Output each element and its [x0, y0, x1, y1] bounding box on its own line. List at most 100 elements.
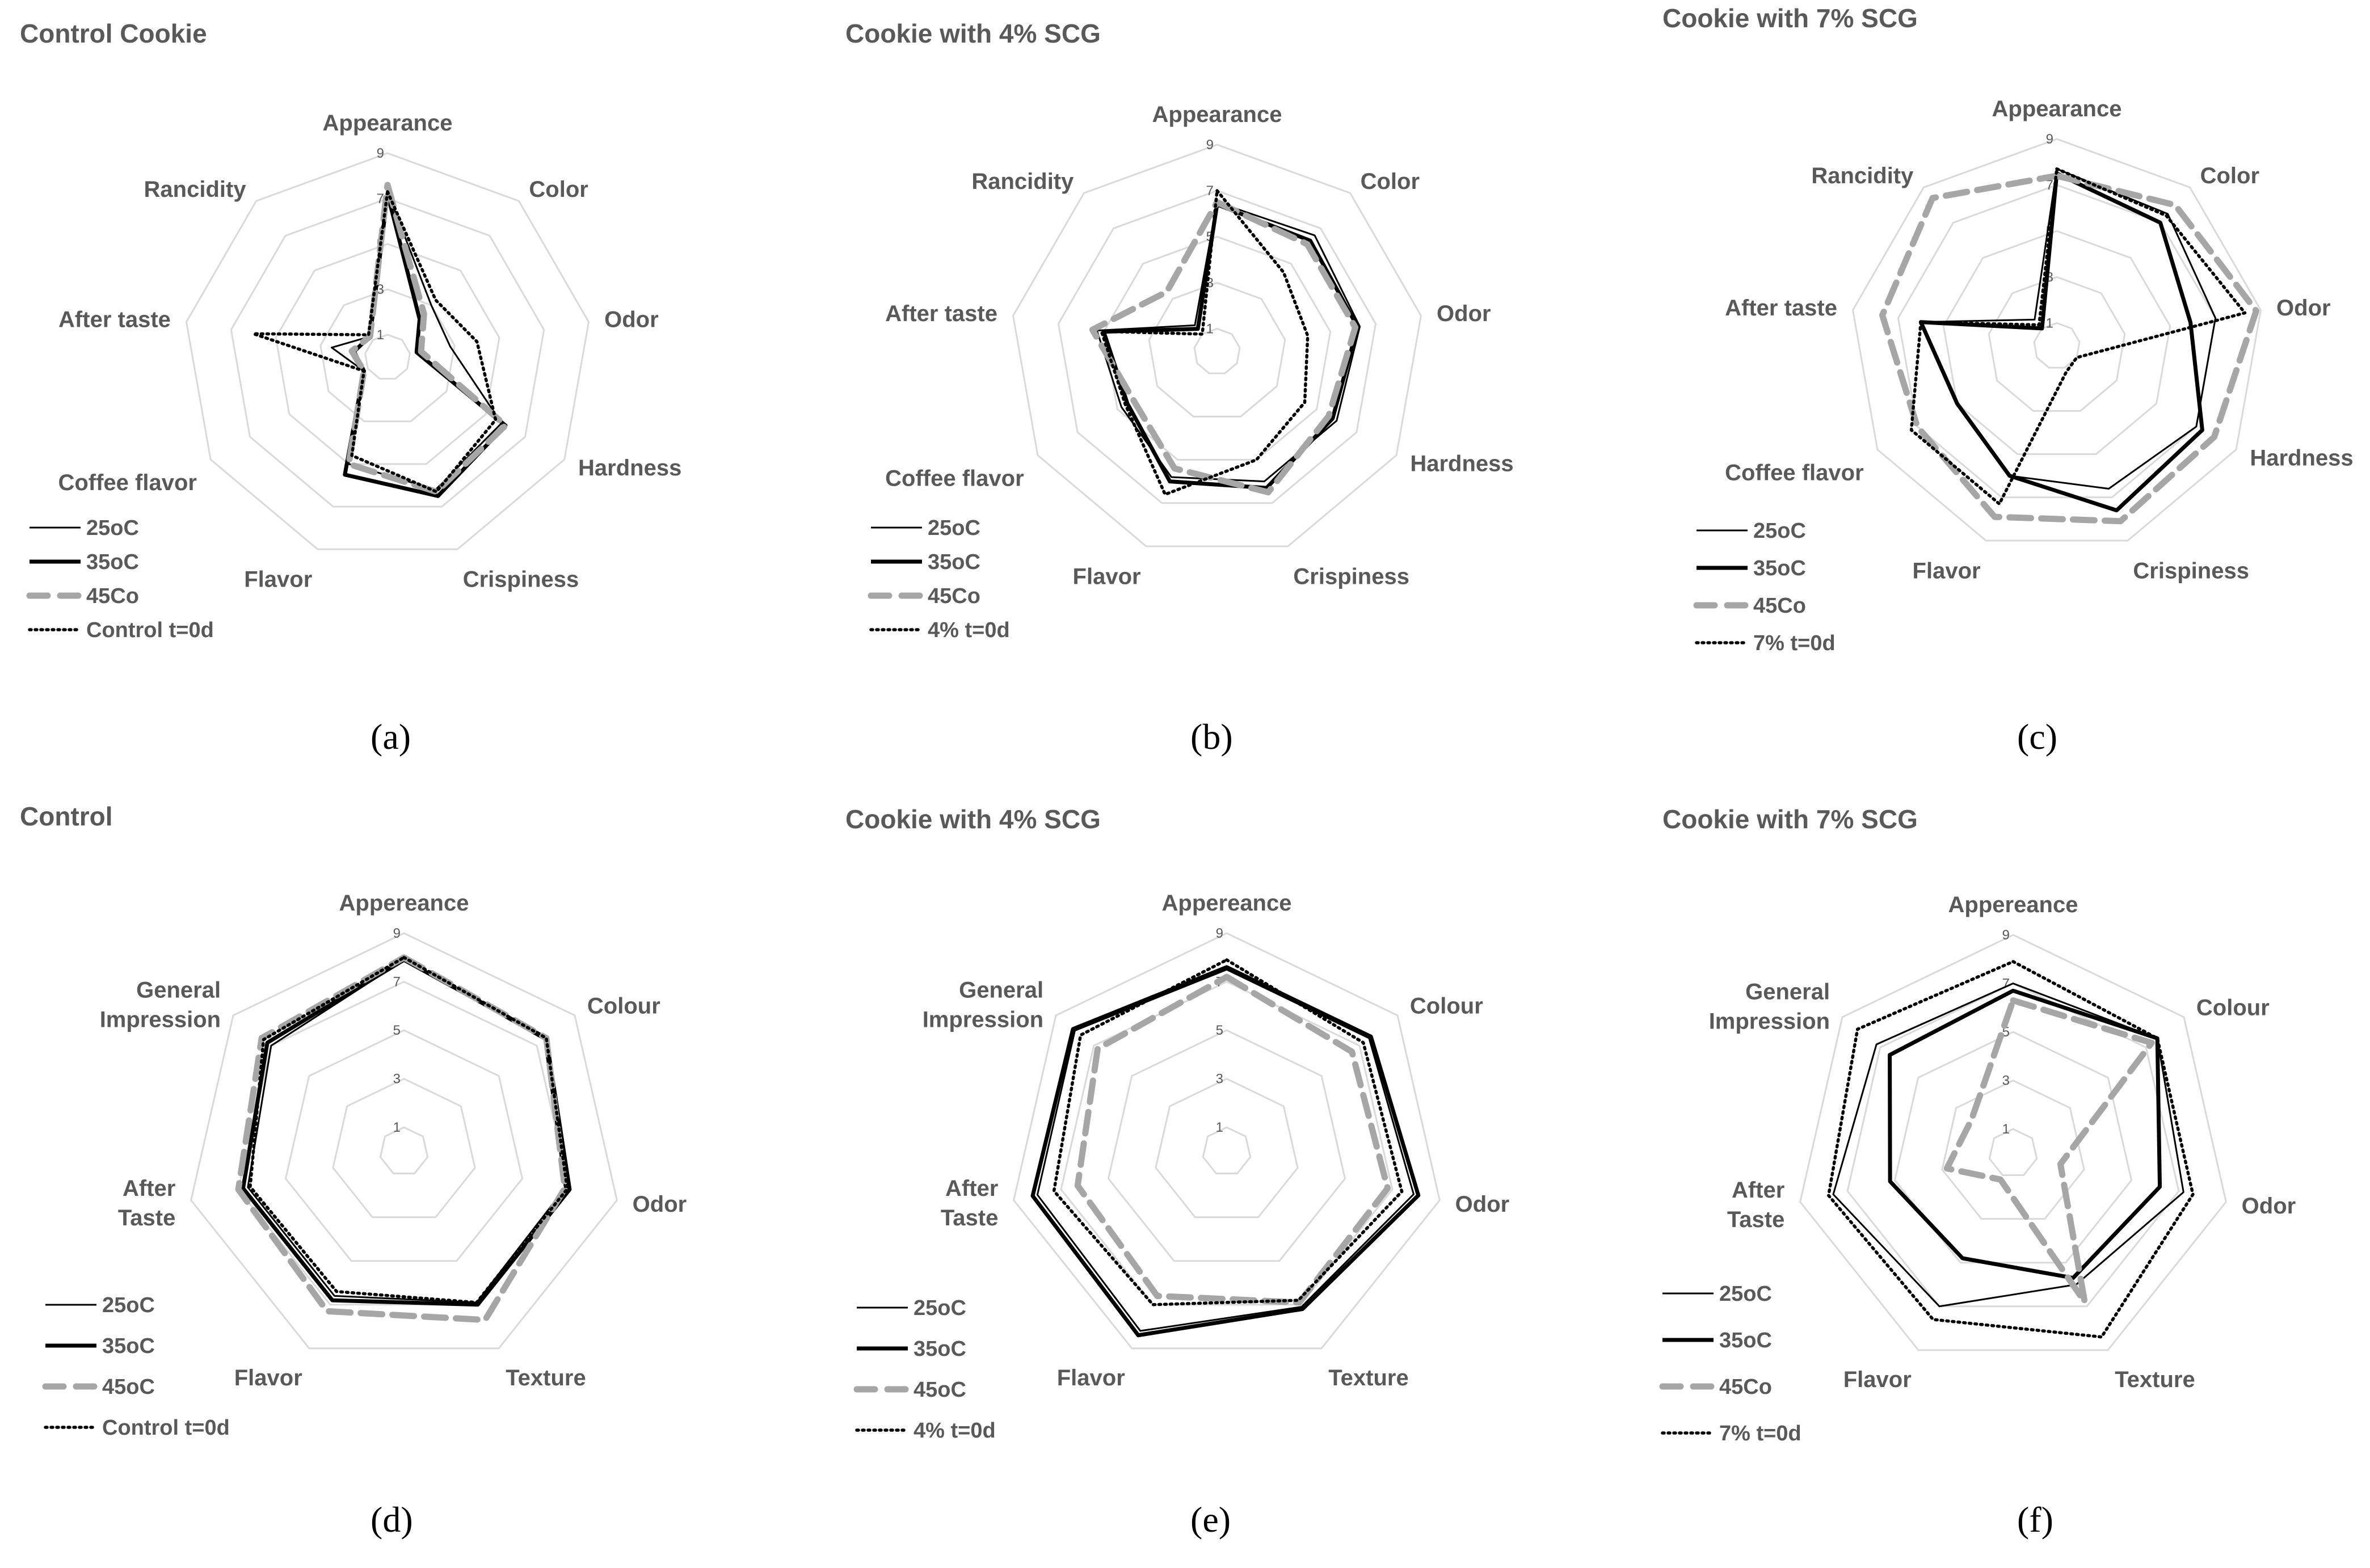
series-line	[1909, 167, 2247, 505]
grid-ring	[364, 334, 411, 380]
tick-label: 9	[1206, 137, 1214, 153]
axis-label: Flavor	[1913, 558, 1981, 583]
axis-label: Odor	[633, 1192, 687, 1217]
legend-label: 25oC	[86, 516, 139, 540]
grid-ring	[237, 980, 571, 1306]
tick-label: 7	[2002, 976, 2010, 992]
radar-panel-4: 13579AppereanceColourOdorTextureFlavorAf…	[845, 804, 1509, 1540]
grid-ring	[185, 152, 590, 550]
axis-label: Rancidity	[1811, 163, 1914, 188]
tick-label: 5	[393, 1023, 401, 1038]
grid-ring	[1057, 189, 1377, 504]
radar-grid	[1799, 934, 2227, 1351]
grid-ring	[1013, 932, 1441, 1350]
axis-label: General Impression	[1709, 979, 1830, 1034]
series-line	[1888, 988, 2162, 1280]
radar-panel-3: 1 3 5 7 9 Appereance Colour Odor Texture Flavor Af…	[20, 802, 687, 1540]
axis-label: Appearance	[1992, 96, 2122, 121]
series-line	[1826, 960, 2195, 1339]
axis-label: Appearance	[323, 111, 453, 136]
grid-ring	[284, 1029, 524, 1262]
grid-ring	[1851, 138, 2262, 542]
radar-panel-5: 13579AppereanceColourOdorTextureFlavorAf…	[1659, 804, 2296, 1540]
axis-label: Odor	[604, 307, 659, 332]
series-line	[1036, 968, 1415, 1332]
axis-label: Rancidity	[144, 177, 247, 202]
panel-caption: (d)	[371, 1499, 413, 1540]
legend-label: 35oC	[1719, 1329, 1772, 1352]
legend-label: 7% t=0d	[1753, 631, 1836, 655]
axis-label: Crispiness	[1293, 564, 1409, 589]
axis-label: Crispiness	[463, 567, 579, 592]
tick-label: 3	[393, 1072, 401, 1087]
radar-grid	[190, 932, 618, 1350]
series-line	[1100, 189, 1310, 496]
tick-label: 9	[393, 926, 401, 941]
axis-label: Texture	[1328, 1365, 1409, 1390]
tick-label: 3	[1216, 1072, 1223, 1087]
axis-label: Color	[2200, 163, 2259, 188]
panel-caption: (e)	[1190, 1499, 1231, 1540]
tick-label: 9	[377, 146, 384, 161]
radar-panel-2: 13579AppearanceColorOdorHardnessCrispine…	[1662, 3, 2354, 757]
axis-label: General Impression	[100, 977, 221, 1032]
grid-ring	[332, 1078, 476, 1219]
panel-caption: (f)	[2017, 1499, 2053, 1540]
series-line	[1052, 958, 1404, 1306]
tick-label: 7	[2046, 178, 2053, 193]
tick-label: 1	[1206, 321, 1214, 336]
grid-ring	[1155, 1078, 1299, 1219]
series-line	[1089, 199, 1359, 496]
grid-ring	[319, 288, 456, 423]
legend: 25oC 35oC 45Co 4% t=0d	[868, 516, 1010, 642]
tick-label: 1	[1216, 1120, 1223, 1135]
tick-label: 1	[377, 327, 384, 343]
legend-label: 35oC	[86, 550, 139, 574]
series-line	[1101, 202, 1360, 490]
grid-ring	[275, 243, 500, 465]
axis-label: Hardness	[578, 456, 681, 480]
grid-ring	[1202, 1126, 1252, 1175]
axis-label: After Taste	[1727, 1178, 1785, 1232]
tick-label: 7	[393, 975, 401, 990]
axis-label: Coffee flavor	[58, 470, 197, 495]
tick-label: 3	[2002, 1073, 2010, 1089]
axis-label: Odor	[2242, 1194, 2296, 1219]
series-line	[1919, 168, 2217, 490]
grid-ring	[1799, 934, 2227, 1351]
axis-label: Rancidity	[971, 169, 1074, 194]
panel-title: Control	[20, 802, 113, 831]
legend-label: 45Co	[1753, 594, 1806, 618]
legend-label: Control t=0d	[86, 618, 214, 642]
tick-label: 1	[2046, 315, 2053, 331]
series-line	[1879, 172, 2259, 525]
tick-label: 1	[393, 1120, 401, 1135]
legend-label: 45Co	[86, 584, 139, 608]
axis-label: Flavor	[244, 567, 312, 592]
panel-caption: (a)	[371, 716, 411, 757]
series-line	[1074, 973, 1391, 1306]
series-line	[1096, 201, 1361, 483]
series-line	[251, 190, 498, 494]
tick-label: 9	[1216, 926, 1223, 941]
legend: 25oC 35oC 45oC 4% t=0d	[853, 1296, 996, 1443]
axis-label: Flavor	[1057, 1365, 1125, 1390]
axis-label: Color	[1361, 169, 1420, 194]
grid-ring	[1893, 1031, 2133, 1264]
tick-label: 9	[2046, 132, 2053, 147]
legend-label: 35oC	[914, 1337, 966, 1361]
grid-ring	[1193, 327, 1241, 374]
axis-label: Appereance	[1162, 891, 1292, 916]
axis-label: After taste	[1725, 296, 1837, 321]
grid-ring	[1107, 1029, 1346, 1262]
grid-ring	[1148, 281, 1286, 418]
tick-label: 1	[2002, 1122, 2010, 1137]
legend-label: 35oC	[928, 550, 980, 574]
grid-ring	[1012, 144, 1422, 547]
grid-ring	[190, 932, 618, 1350]
axis-label: Odor	[1437, 301, 1491, 326]
legend-label: Control t=0d	[102, 1416, 230, 1440]
axis-label: Odor	[2276, 296, 2331, 321]
series-line	[241, 958, 572, 1307]
